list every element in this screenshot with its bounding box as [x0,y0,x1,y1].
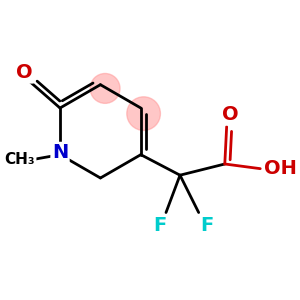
Text: N: N [52,143,68,162]
Text: O: O [16,63,33,82]
Text: CH₃: CH₃ [4,152,35,167]
Text: F: F [153,216,166,235]
Text: OH: OH [264,159,297,178]
Circle shape [127,97,160,130]
Text: O: O [222,105,239,124]
Circle shape [90,74,120,103]
Text: F: F [200,216,214,235]
